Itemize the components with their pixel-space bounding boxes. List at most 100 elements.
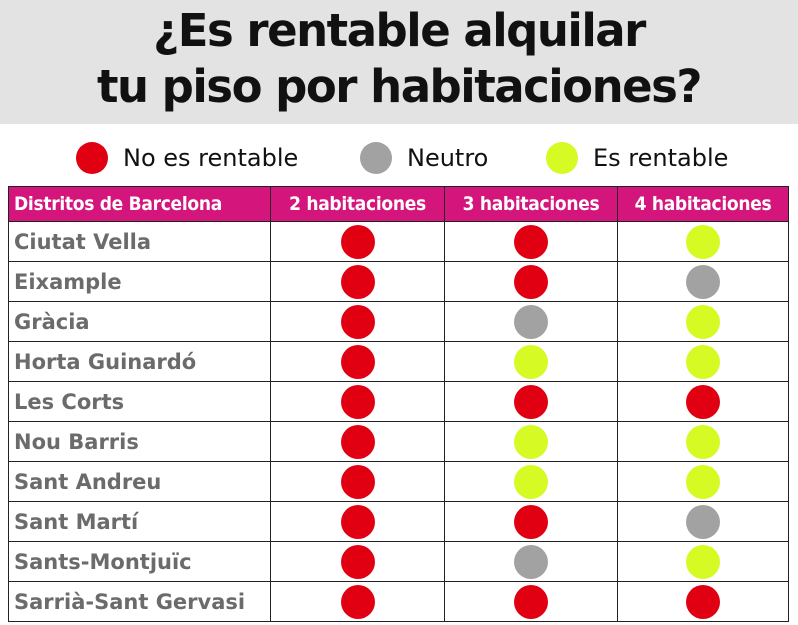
rating-dot-no [340, 584, 375, 619]
table-row: Eixample [8, 261, 789, 302]
rating-dot-neutral [686, 264, 720, 299]
district-name: Gràcia [8, 301, 271, 342]
table-row: Sant Martí [8, 501, 789, 542]
title-band: ¿Es rentable alquilar tu piso por habita… [0, 0, 798, 124]
rating-cell [270, 541, 445, 582]
table-body: Ciutat Vella Eixample Gràcia Horta Guinardó… [8, 221, 789, 622]
rating-dot-no [340, 304, 375, 339]
rating-dot-no [514, 504, 548, 539]
rating-dot-yes [514, 464, 548, 499]
rating-cell [444, 421, 618, 462]
rating-cell [444, 261, 618, 302]
rating-cell [270, 221, 445, 262]
rating-dot-no [340, 344, 375, 379]
column-header-district: Distritos de Barcelona [8, 186, 271, 222]
district-name: Sants-Montjuïc [8, 541, 271, 582]
rating-cell [617, 581, 789, 622]
table-row: Ciutat Vella [8, 221, 789, 262]
column-header-3-rooms: 3 habitaciones [444, 186, 618, 222]
rating-cell [617, 341, 789, 382]
rating-cell [270, 461, 445, 502]
table-row: Les Corts [8, 381, 789, 422]
rating-cell [617, 221, 789, 262]
rating-dot-no [340, 424, 375, 459]
rating-dot-yes [514, 344, 548, 379]
rating-dot-no [514, 384, 548, 419]
rating-dot-neutral [514, 544, 548, 579]
rating-dot-no [340, 504, 375, 539]
table-row: Horta Guinardó [8, 341, 789, 382]
column-header-2-rooms: 2 habitaciones [270, 186, 445, 222]
rating-cell [444, 301, 618, 342]
rating-dot-yes [686, 344, 720, 379]
legend-item-no: No es rentable [76, 138, 298, 178]
rating-dot-yes [686, 224, 720, 259]
rating-dot-no [514, 224, 548, 259]
rating-cell [444, 381, 618, 422]
district-name: Sarrià-Sant Gervasi [8, 581, 271, 622]
chart-title-line-2: tu piso por habitaciones? [96, 60, 703, 113]
legend-item-yes: Es rentable [546, 138, 728, 178]
rating-cell [270, 381, 445, 422]
legend-label-yes: Es rentable [593, 144, 729, 172]
rating-dot-yes [514, 424, 548, 459]
rating-cell [617, 301, 789, 342]
rating-dot-no [340, 544, 375, 579]
rating-cell [444, 221, 618, 262]
rating-cell [617, 421, 789, 462]
rating-dot-yes [686, 424, 720, 459]
rating-dot-no [340, 464, 375, 499]
rating-cell [617, 261, 789, 302]
rating-cell [444, 461, 618, 502]
rating-cell [444, 581, 618, 622]
district-name: Sant Martí [8, 501, 271, 542]
rating-dot-neutral [514, 304, 548, 339]
legend-swatch-neutral [360, 142, 392, 174]
table-row: Sants-Montjuïc [8, 541, 789, 582]
rating-cell [270, 421, 445, 462]
rating-dot-no [340, 384, 375, 419]
rating-cell [270, 501, 445, 542]
rating-cell [617, 541, 789, 582]
rating-dot-yes [686, 544, 720, 579]
rentability-table: Distritos de Barcelona 2 habitaciones 3 … [8, 186, 789, 622]
rating-cell [617, 501, 789, 542]
district-name: Horta Guinardó [8, 341, 271, 382]
rating-cell [617, 381, 789, 422]
rating-cell [270, 301, 445, 342]
rating-dot-yes [686, 464, 720, 499]
rating-cell [270, 341, 445, 382]
rating-cell [444, 341, 618, 382]
rating-dot-neutral [686, 504, 720, 539]
rating-dot-yes [686, 304, 720, 339]
table-row: Sant Andreu [8, 461, 789, 502]
column-header-4-rooms: 4 habitaciones [617, 186, 789, 222]
rating-cell [444, 501, 618, 542]
legend-swatch-yes [546, 142, 578, 174]
rating-dot-no [340, 264, 375, 299]
rating-dot-no [514, 584, 548, 619]
table-row: Sarrià-Sant Gervasi [8, 581, 789, 622]
rating-cell [270, 261, 445, 302]
rating-dot-no [514, 264, 548, 299]
district-name: Les Corts [8, 381, 271, 422]
rating-dot-no [686, 584, 720, 619]
legend-label-neutral: Neutro [407, 144, 489, 172]
district-name: Sant Andreu [8, 461, 271, 502]
legend-item-neutral: Neutro [360, 138, 488, 178]
district-name: Eixample [8, 261, 271, 302]
rating-cell [617, 461, 789, 502]
table-row: Gràcia [8, 301, 789, 342]
table-row: Nou Barris [8, 421, 789, 462]
rating-cell [444, 541, 618, 582]
table-header-row: Distritos de Barcelona 2 habitaciones 3 … [8, 186, 789, 222]
rating-dot-no [340, 224, 375, 259]
rating-dot-no [686, 384, 720, 419]
legend-swatch-no [76, 142, 108, 174]
district-name: Ciutat Vella [8, 221, 271, 262]
legend: No es rentable Neutro Es rentable [0, 138, 798, 178]
legend-label-no: No es rentable [123, 144, 299, 172]
district-name: Nou Barris [8, 421, 271, 462]
chart-title-line-1: ¿Es rentable alquilar [153, 4, 646, 57]
rating-cell [270, 581, 445, 622]
